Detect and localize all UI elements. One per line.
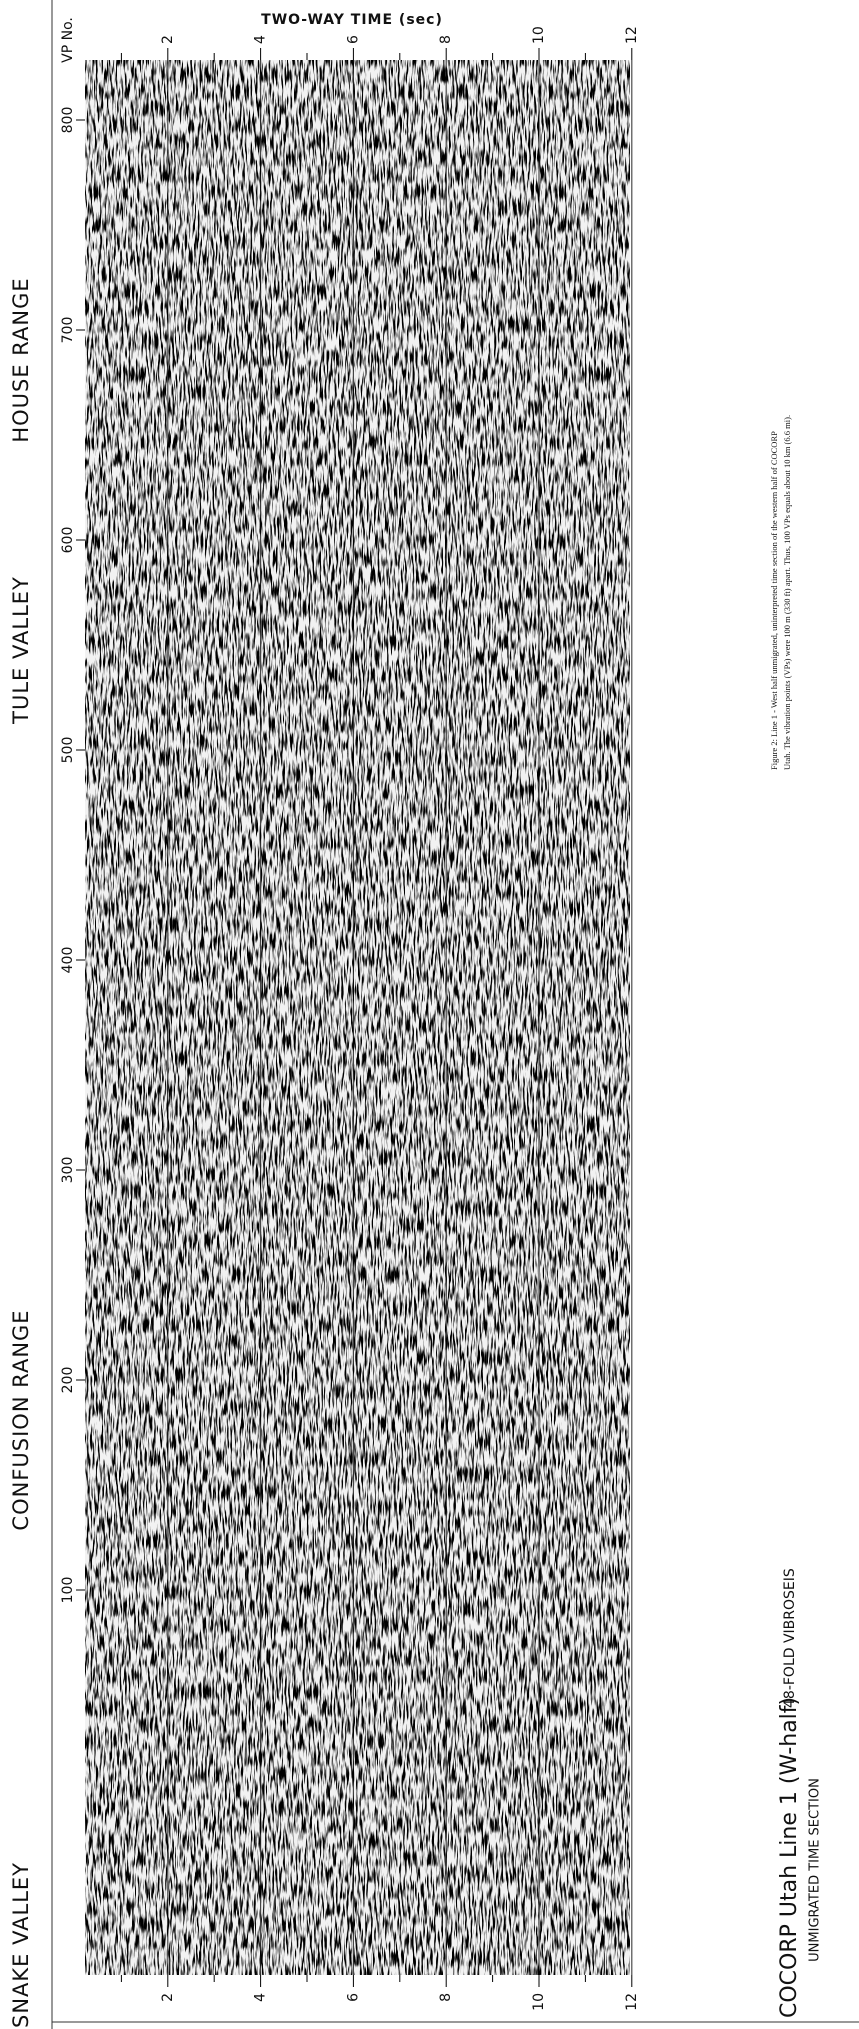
time-tick-label: 8 <box>438 35 454 44</box>
time-tick-label: 6 <box>345 35 361 44</box>
region-label: SNAKE VALLEY <box>9 1862 33 2028</box>
section-label: UNMIGRATED TIME SECTION <box>808 1778 823 1962</box>
title: COCORP Utah Line 1 (W-half) <box>777 1697 802 2018</box>
time-tick-label: 6 <box>345 1993 361 2002</box>
vp-tick-label: 400 <box>60 947 76 974</box>
vp-tick-label: 500 <box>60 737 76 764</box>
region-label: TULE VALLEY <box>9 576 33 725</box>
time-tick-label: 12 <box>624 1993 640 2011</box>
vp-axis-label: VP No. <box>60 17 76 63</box>
vp-tick-label: 300 <box>60 1157 76 1184</box>
vp-tick-label: 600 <box>60 527 76 554</box>
vp-tick-label: 800 <box>60 107 76 134</box>
vp-tick-label: 200 <box>60 1367 76 1394</box>
time-tick-label: 4 <box>253 1993 269 2002</box>
seismic-section <box>85 60 630 1975</box>
vp-tick-label: 100 <box>60 1577 76 1604</box>
time-tick-label: 8 <box>438 1993 454 2002</box>
caption-line: Utah. The vibration points (VPs) were 10… <box>782 415 792 770</box>
time-tick-label: 10 <box>531 1993 547 2011</box>
region-label: CONFUSION RANGE <box>9 1309 33 1530</box>
time-tick-label: 2 <box>160 1993 176 2002</box>
vp-tick-label: 700 <box>60 317 76 344</box>
time-axis-label: TWO-WAY TIME (sec) <box>261 12 443 28</box>
time-tick-label: 4 <box>253 35 269 44</box>
caption-line: Figure 2: Line 1 - West half unmigrated,… <box>769 431 779 770</box>
region-label: HOUSE RANGE <box>9 277 33 442</box>
time-tick-label: 10 <box>531 26 547 44</box>
time-tick-label: 12 <box>624 26 640 44</box>
time-tick-label: 2 <box>160 35 176 44</box>
subtitle: 48-FOLD VIBROSEIS <box>782 1568 798 1708</box>
